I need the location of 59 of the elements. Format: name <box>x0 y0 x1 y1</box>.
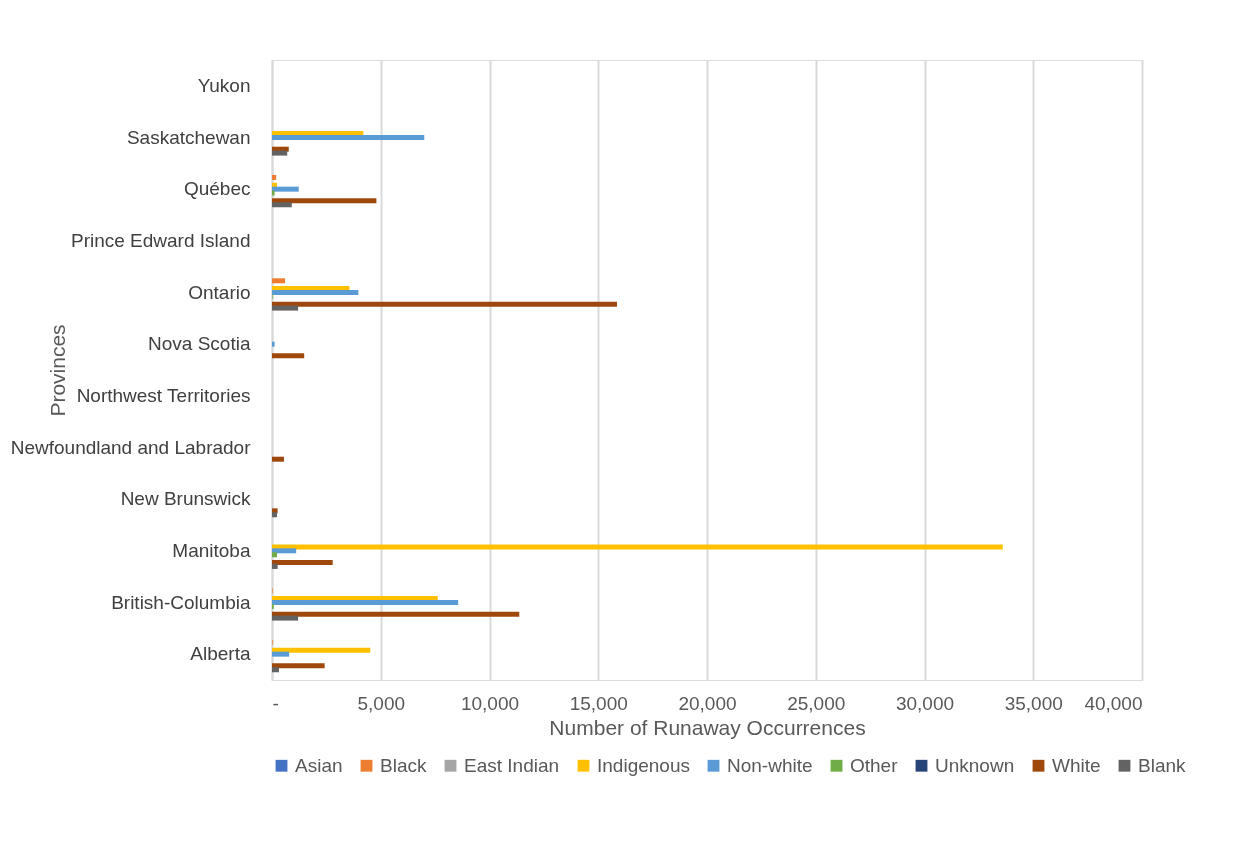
y-tick-label: Nova Scotia <box>148 333 251 355</box>
y-tick-label: Saskatchewan <box>126 126 251 148</box>
y-tick-label: Manitoba <box>172 539 251 561</box>
y-tick-label: Newfoundland and Labrador <box>10 436 252 458</box>
bar <box>272 190 275 196</box>
x-axis-title: Number of Runaway Occurrences <box>549 715 866 739</box>
bar <box>272 615 299 621</box>
x-tick-label: 25,000 <box>787 692 846 714</box>
x-tick-label: 40,000 <box>1084 692 1143 714</box>
bar <box>272 278 286 284</box>
legend-label: Unknown <box>935 754 1015 776</box>
y-tick-label: Ontario <box>188 281 251 303</box>
legend-label: East Indian <box>464 754 560 776</box>
bar <box>272 560 333 566</box>
bar <box>272 135 425 140</box>
bar <box>272 202 292 208</box>
bar <box>272 552 277 558</box>
y-tick-label: Prince Edward Island <box>70 229 251 251</box>
legend-label: Indigenous <box>597 754 690 776</box>
bar <box>272 186 299 192</box>
bar <box>272 174 277 180</box>
x-tick-label: 5,000 <box>357 692 406 714</box>
legend-label: Blank <box>1138 754 1187 776</box>
bar <box>272 611 520 617</box>
bar <box>272 456 284 462</box>
y-tick-label: Québec <box>183 178 251 200</box>
bar <box>272 647 371 653</box>
bar <box>272 305 299 311</box>
y-axis-title: Provinces <box>45 324 69 417</box>
x-tick-label: 15,000 <box>569 692 628 714</box>
bar <box>272 548 297 554</box>
bar <box>272 301 617 307</box>
x-tick-label: - <box>272 692 279 714</box>
y-tick-label: Northwest Territories <box>76 384 251 406</box>
legend-label: White <box>1052 754 1101 776</box>
x-tick-label: 30,000 <box>895 692 955 714</box>
bar <box>272 198 377 204</box>
bar <box>272 290 359 295</box>
bar <box>272 667 279 673</box>
x-tick-label: 35,000 <box>1004 692 1063 714</box>
y-tick-label: New Brunswick <box>120 488 251 510</box>
legend-label: Non-white <box>727 754 813 776</box>
legend-label: Other <box>850 754 899 776</box>
bar <box>272 353 305 359</box>
y-tick-label: Alberta <box>190 643 251 665</box>
bar <box>272 544 1003 550</box>
bar <box>272 563 278 569</box>
y-tick-label: Yukon <box>197 74 251 96</box>
x-tick-label: 10,000 <box>460 692 520 714</box>
bar <box>272 600 459 605</box>
bar <box>272 663 325 669</box>
legend-label: Black <box>380 754 427 776</box>
x-tick-label: 20,000 <box>678 692 737 714</box>
bar <box>272 651 290 657</box>
legend-label: Asian <box>295 754 343 776</box>
y-tick-label: British-Columbia <box>111 591 251 613</box>
bar <box>272 341 275 347</box>
bar <box>272 512 277 518</box>
bar <box>272 150 288 156</box>
